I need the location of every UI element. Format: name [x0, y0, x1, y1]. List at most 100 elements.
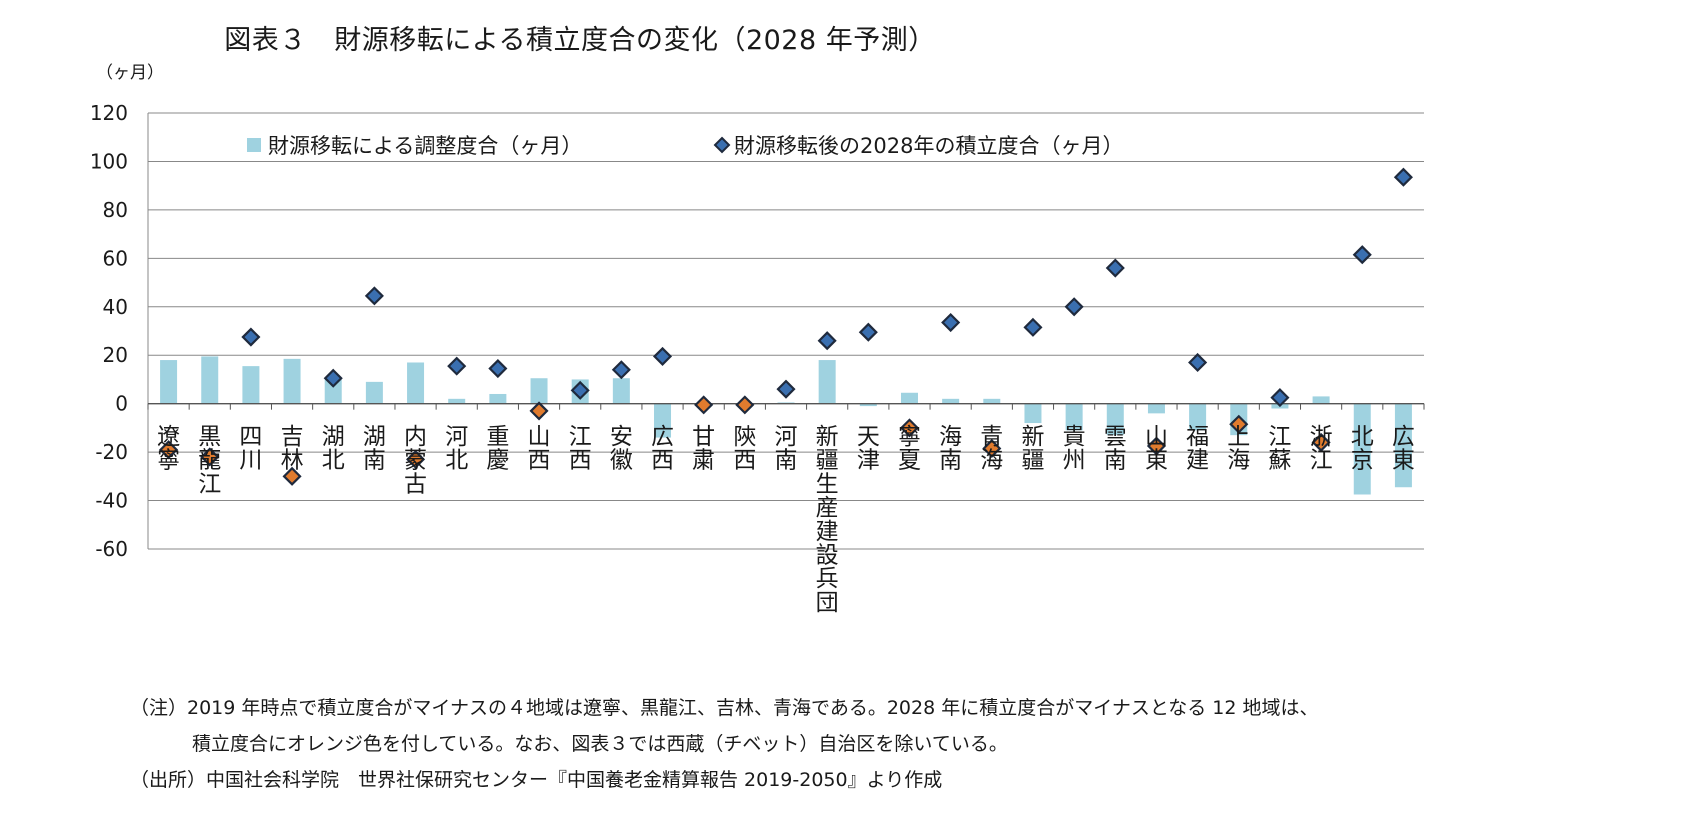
legend-diamond-marker — [713, 136, 731, 154]
grid-lines — [148, 112, 1424, 550]
diamond-内蒙古 — [405, 449, 426, 469]
y-tick-label: -60 — [95, 537, 128, 561]
diamond-北京 — [1352, 245, 1372, 265]
diamond-series — [159, 167, 1413, 486]
diamond-河北 — [447, 356, 467, 376]
diamond-上海 — [1229, 414, 1249, 434]
diamond-遼寧 — [159, 440, 179, 460]
x-category-label: 河南 — [775, 424, 798, 474]
bar-遼寧 — [160, 360, 178, 404]
diamond-四川 — [241, 327, 261, 347]
y-tick-label: -40 — [95, 489, 128, 513]
bar-内蒙古 — [407, 362, 425, 404]
x-category-label: 遼寧 — [157, 424, 180, 474]
bar-浙江 — [1312, 396, 1330, 404]
x-category-label: 重慶 — [486, 424, 509, 474]
y-tick-label: 80 — [103, 198, 128, 222]
bar-海南 — [942, 398, 960, 404]
x-category-label: 広東 — [1392, 424, 1415, 474]
x-category-label: 新疆 — [1021, 424, 1044, 474]
note-line: 積立度合にオレンジ色を付している。なお、図表３では西蔵（チベット）自治区を除いて… — [192, 733, 1008, 755]
note-line: （注）2019 年時点で積立度合がマイナスの４地域は遼寧、黒龍江、吉林、青海であ… — [130, 697, 1319, 719]
notes: （注）2019 年時点で積立度合がマイナスの４地域は遼寧、黒龍江、吉林、青海であ… — [130, 690, 1319, 798]
diamond-福建 — [1188, 352, 1208, 373]
x-category-label: 上海 — [1227, 424, 1250, 474]
diamond-新疆生産建設兵団 — [817, 331, 837, 351]
y-tick-label: 60 — [103, 246, 128, 270]
x-category-label: 貴州 — [1063, 424, 1086, 474]
x-category-label: 海南 — [939, 424, 962, 474]
bar-青海 — [983, 398, 1001, 404]
bar-四川 — [242, 366, 260, 404]
bar-山西 — [530, 378, 548, 404]
bar-湖南 — [365, 381, 383, 404]
bar-貴州 — [1065, 403, 1083, 431]
x-category-label: 青海 — [980, 424, 1003, 474]
diamond-河南 — [776, 379, 796, 399]
bar-天津 — [859, 403, 877, 407]
diamond-海南 — [941, 312, 961, 333]
bar-広東 — [1394, 403, 1412, 488]
diamond-湖北 — [323, 368, 343, 388]
bar-広西 — [654, 403, 672, 438]
bar-寧夏 — [900, 392, 918, 404]
y-tick-label: 40 — [103, 295, 128, 319]
diamond-広東 — [1393, 167, 1413, 187]
diamond-雲南 — [1105, 258, 1125, 278]
diamond-安徽 — [611, 360, 631, 380]
legend: 財源移転による調整度合（ヶ月） 財源移転後の2028年の積立度合（ヶ月） — [247, 134, 1123, 158]
diamond-山東 — [1146, 436, 1167, 456]
x-category-label: 江蘇 — [1268, 424, 1291, 474]
y-tick-label: 0 — [115, 392, 128, 416]
y-axis-unit: （ヶ月） — [96, 63, 164, 83]
x-category-label: 福建 — [1186, 424, 1209, 474]
bar-雲南 — [1106, 403, 1124, 436]
diamond-甘粛 — [694, 395, 714, 415]
x-category-label: 湖南 — [363, 424, 386, 474]
bar-重慶 — [489, 393, 507, 404]
diamond-湖南 — [364, 286, 384, 306]
x-category-label: 四川 — [239, 424, 262, 474]
diamond-寧夏 — [899, 418, 920, 438]
diamond-天津 — [858, 322, 878, 342]
diamond-青海 — [982, 438, 1002, 459]
bar-北京 — [1353, 403, 1371, 495]
diamond-江西 — [570, 380, 590, 400]
bar-吉林 — [283, 358, 301, 404]
y-tick-label: 120 — [90, 101, 128, 125]
x-category-label: 広西 — [651, 424, 674, 474]
bar-福建 — [1189, 403, 1207, 431]
y-tick-label: 100 — [90, 149, 128, 173]
diamond-新疆 — [1023, 317, 1043, 337]
x-category-label: 内蒙古 — [404, 424, 427, 497]
diamond-広西 — [652, 346, 673, 366]
legend-bar-label: 財源移転による調整度合（ヶ月） — [268, 134, 582, 158]
x-category-label: 湖北 — [322, 424, 345, 474]
source-line: （出所）中国社会科学院 世界社保研究センター『中国養老金精算報告 2019-20… — [130, 769, 943, 791]
bar-河北 — [448, 398, 466, 404]
x-category-label: 雲南 — [1104, 424, 1127, 474]
diamond-山西 — [529, 401, 549, 421]
legend-bar-swatch — [247, 138, 261, 152]
chart-plot: -60 -40 -20 0 20 40 60 80 100 120 遼寧黒龍江四川吉林湖北湖南内蒙… — [90, 101, 1425, 616]
x-category-label: 山東 — [1145, 424, 1168, 474]
bar-山東 — [1147, 403, 1165, 414]
axes — [147, 113, 1425, 549]
x-category-label: 浙江 — [1310, 424, 1333, 474]
x-category-label: 安徽 — [610, 424, 633, 474]
legend-diamond-label: 財源移転後の2028年の積立度合（ヶ月） — [734, 134, 1123, 158]
bar-新疆 — [1024, 403, 1042, 424]
diamond-江蘇 — [1270, 388, 1290, 408]
diamond-陝西 — [735, 395, 755, 415]
category-labels: 遼寧黒龍江四川吉林湖北湖南内蒙古河北重慶山西江西安徽広西甘粛陝西河南新疆生産建設… — [157, 424, 1415, 616]
diamond-重慶 — [488, 358, 508, 379]
x-category-label: 陝西 — [733, 424, 756, 474]
bar-湖北 — [324, 379, 342, 404]
diamond-浙江 — [1311, 432, 1331, 452]
x-category-label: 寧夏 — [898, 424, 921, 474]
x-category-label: 吉林 — [281, 424, 304, 474]
x-category-label: 江西 — [569, 424, 592, 474]
diamond-貴州 — [1064, 297, 1084, 317]
y-tick-label: 20 — [103, 343, 128, 367]
chart-title: 図表３ 財源移転による積立度合の変化（2028 年予測） — [224, 25, 936, 56]
